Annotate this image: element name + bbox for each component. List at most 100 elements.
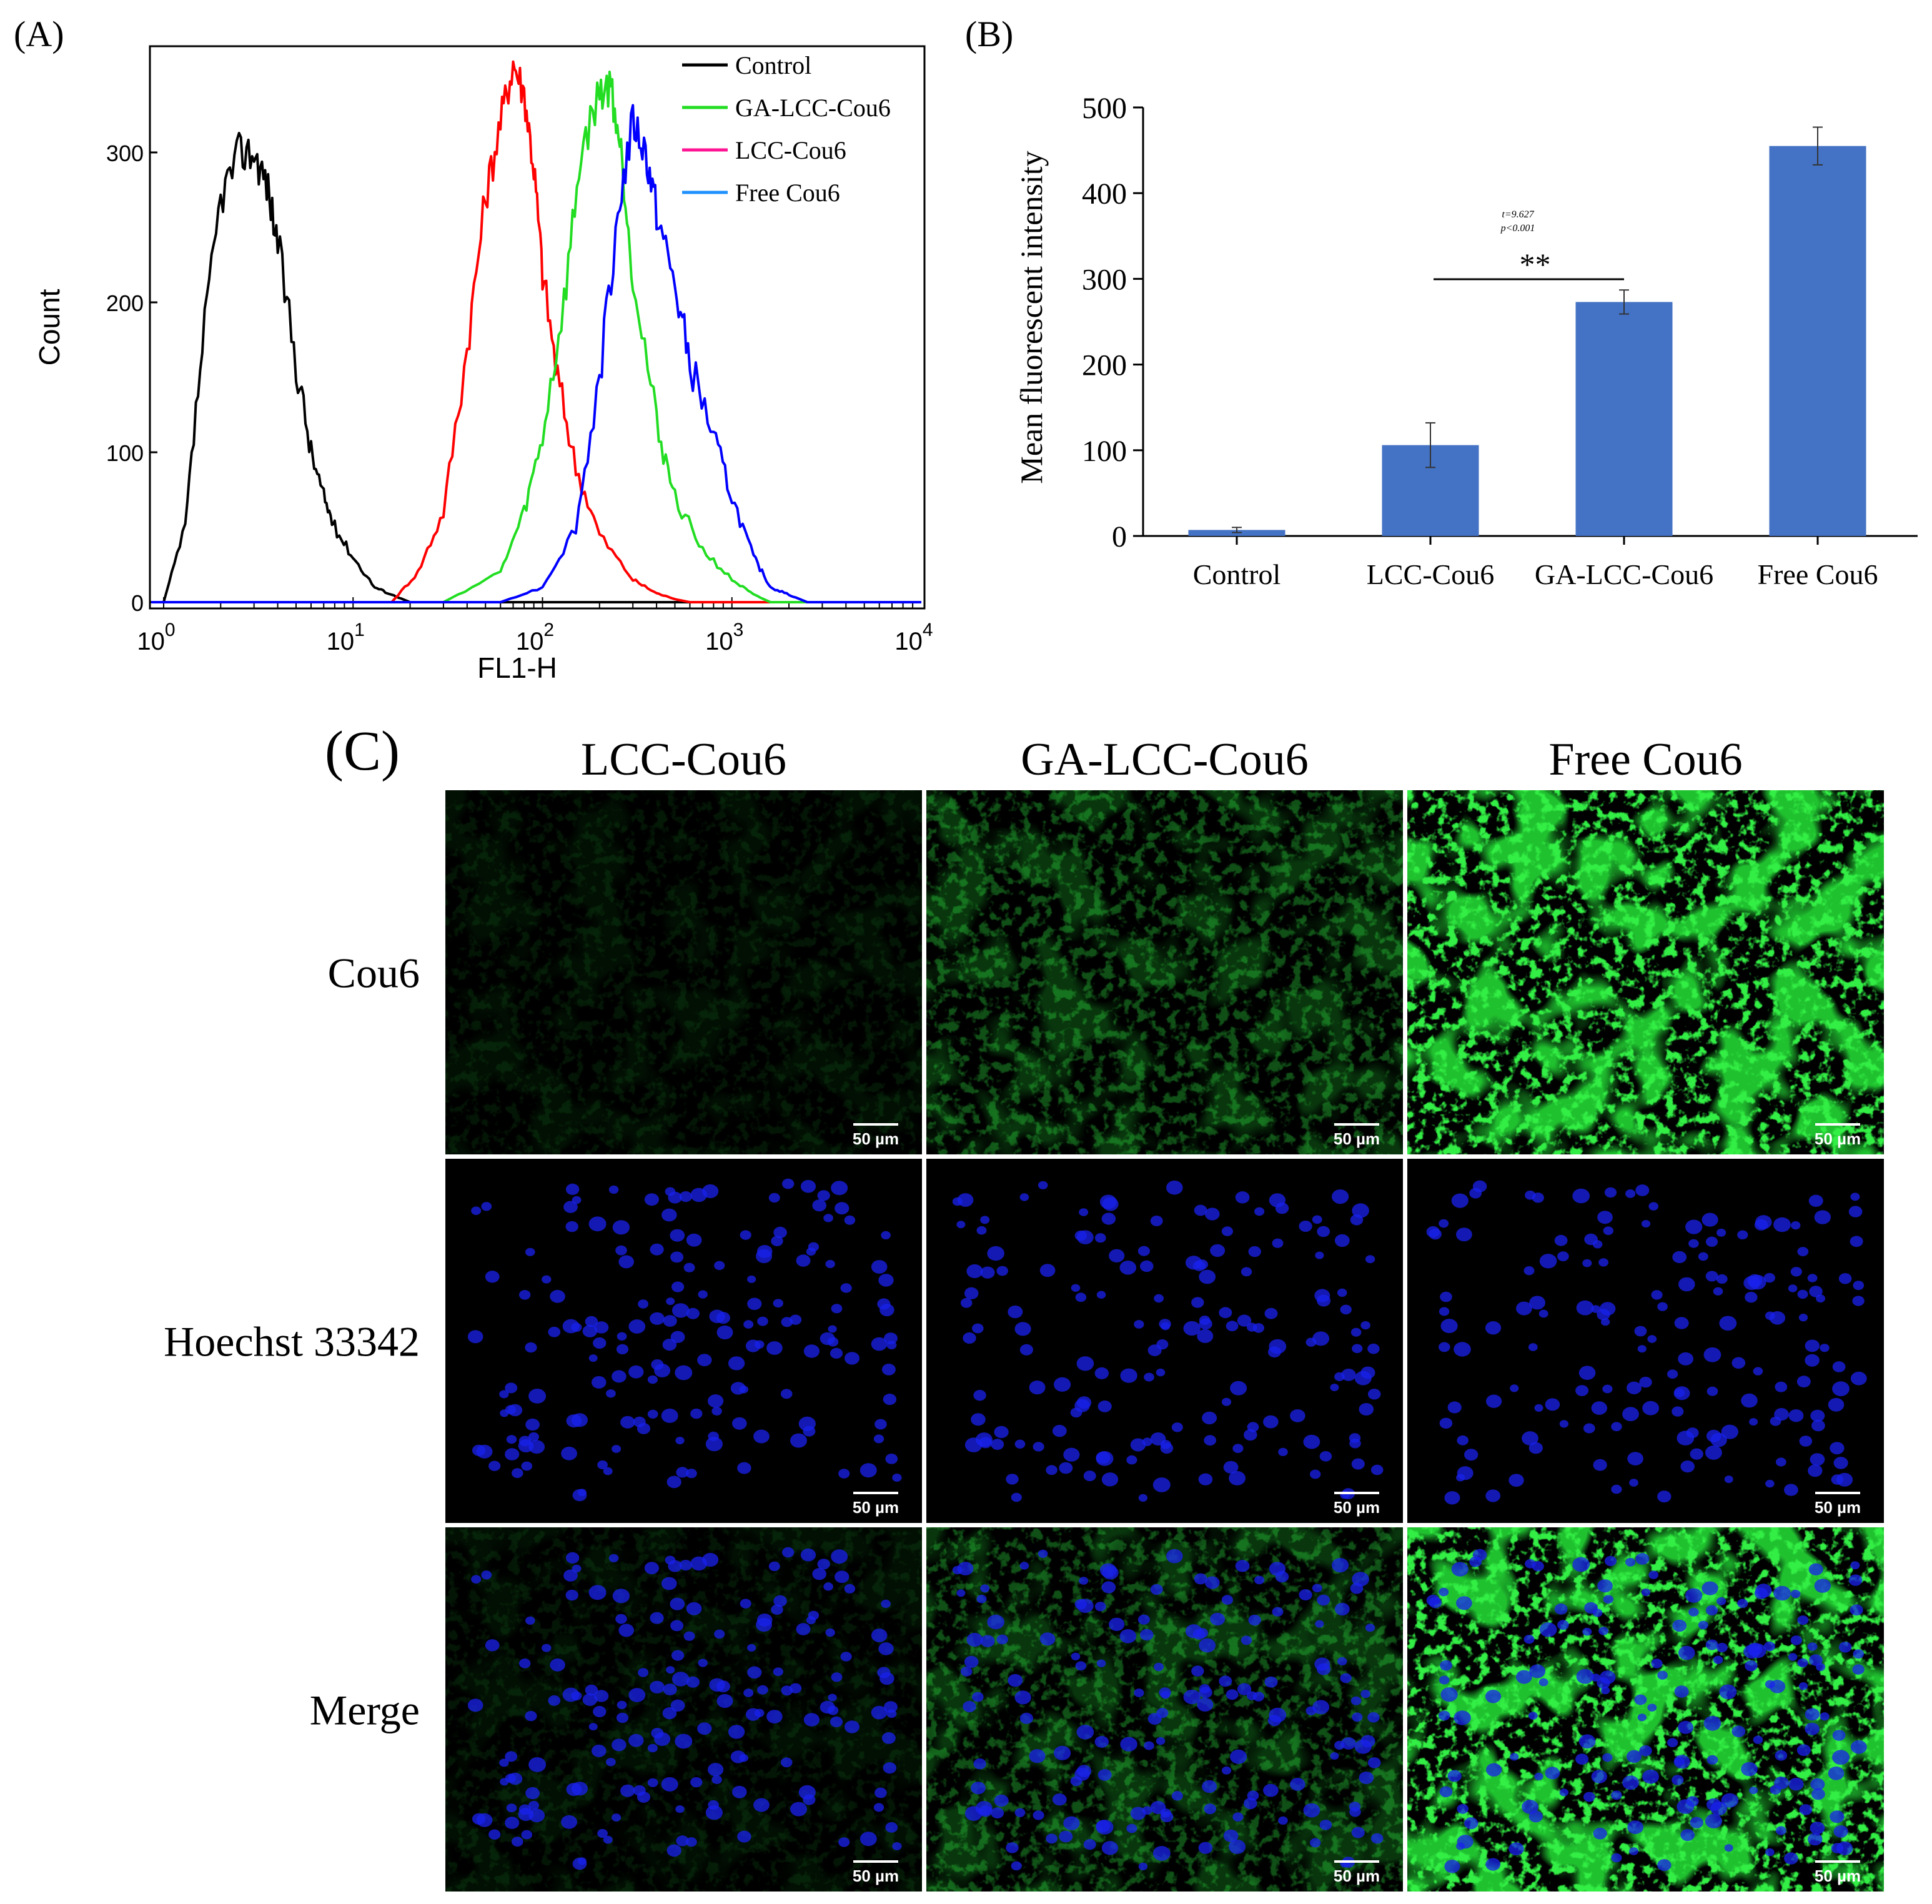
- panel-a-y-tick-label: 200: [106, 290, 144, 316]
- nucleus: [1737, 1230, 1748, 1240]
- scale-bar-label: 50 µm: [1815, 1498, 1861, 1517]
- nucleus: [1278, 1447, 1288, 1456]
- nucleus: [1019, 1344, 1033, 1356]
- nucleus: [817, 1190, 830, 1201]
- nucleus: [1583, 1792, 1595, 1802]
- nucleus: [975, 1801, 993, 1816]
- nucleus: [1686, 1427, 1699, 1439]
- nucleus: [1083, 1470, 1096, 1482]
- nucleus: [1367, 1757, 1381, 1768]
- nucleus: [1219, 1675, 1232, 1687]
- nucleus: [628, 1365, 644, 1379]
- nucleus: [1539, 1254, 1557, 1269]
- nucleus: [879, 1304, 894, 1317]
- nucleus: [800, 1179, 816, 1193]
- nucleus: [1152, 1477, 1171, 1492]
- nucleus: [878, 1642, 894, 1655]
- nucleus: [1690, 1448, 1703, 1460]
- nucleus: [521, 1461, 533, 1471]
- nucleus: [1745, 1292, 1758, 1303]
- nucleus: [823, 1582, 833, 1591]
- nucleus: [980, 1584, 990, 1593]
- scale-bar-label: 50 µm: [1334, 1498, 1380, 1517]
- panel-c-row-label: Merge: [310, 1687, 420, 1734]
- nucleus: [472, 1813, 486, 1825]
- nucleus: [838, 1837, 850, 1847]
- nucleus: [1634, 1694, 1647, 1705]
- nucleus: [1598, 1258, 1609, 1267]
- nucleus: [1156, 1368, 1166, 1377]
- nucleus: [825, 1259, 835, 1269]
- micrograph-1-2: 50 µm: [926, 790, 1403, 1154]
- nucleus: [980, 1216, 990, 1224]
- panel-b-y-tick-label: 300: [1082, 263, 1127, 296]
- nucleus: [651, 1359, 664, 1370]
- nucleus: [1334, 1234, 1350, 1247]
- nucleus: [1219, 1307, 1232, 1319]
- nucleus: [1688, 1607, 1699, 1617]
- nucleus: [1370, 1833, 1384, 1844]
- nucleus: [702, 1184, 719, 1199]
- nucleus: [1625, 1189, 1636, 1198]
- nucleus: [1232, 1444, 1244, 1453]
- nucleus: [830, 1347, 843, 1359]
- nucleus: [747, 1297, 762, 1311]
- nucleus: [1370, 1464, 1384, 1475]
- nucleus: [1367, 1389, 1381, 1400]
- panel-c-row-label: Cou6: [328, 950, 420, 997]
- nucleus: [690, 1408, 703, 1419]
- nucleus: [1641, 1220, 1651, 1227]
- panel-a-curves: [151, 60, 921, 603]
- nucleus: [644, 1562, 659, 1575]
- nucleus: [1678, 1645, 1695, 1660]
- nucleus: [881, 1364, 896, 1376]
- nucleus: [1171, 1791, 1183, 1801]
- panel-a-series-control: [151, 132, 921, 603]
- nucleus: [1534, 1772, 1543, 1780]
- nucleus: [1197, 1697, 1214, 1712]
- nucleus: [803, 1344, 820, 1358]
- nucleus: [1833, 1457, 1848, 1469]
- nucleus: [756, 1617, 772, 1632]
- nucleus: [1299, 1221, 1312, 1232]
- nucleus: [1014, 1322, 1031, 1336]
- nucleus: [1205, 1207, 1220, 1221]
- panel-a-x-tick-label: 104: [894, 620, 933, 655]
- panel-b-x-label: Free Cou6: [1758, 558, 1878, 590]
- nucleus: [1185, 1624, 1202, 1639]
- nucleus: [1731, 1725, 1746, 1738]
- green-signal-speckle: [1407, 1527, 1884, 1892]
- micrograph-3-1: 50 µm: [445, 1527, 922, 1892]
- nucleus: [1330, 1752, 1339, 1760]
- nucleus: [1637, 1345, 1647, 1353]
- nucleus: [1359, 1403, 1374, 1416]
- nucleus: [1197, 1329, 1214, 1343]
- nucleus: [845, 1352, 859, 1365]
- nucleus: [1743, 1644, 1760, 1659]
- micrograph-2-1: 50 µm: [445, 1159, 922, 1523]
- nucleus: [1651, 1659, 1663, 1668]
- nucleus: [1229, 1839, 1246, 1854]
- nucleus: [716, 1312, 730, 1324]
- nucleus: [884, 1701, 898, 1713]
- nucleus: [512, 1837, 523, 1847]
- nucleus: [1685, 1219, 1703, 1234]
- nucleus: [1678, 1720, 1694, 1734]
- nucleus: [803, 1794, 816, 1805]
- panel-b-y-ticks: 0 100 200 300 400 500: [1082, 92, 1143, 553]
- panel-b-tag: (B): [965, 14, 1013, 54]
- nucleus: [960, 1297, 973, 1308]
- nucleus: [1516, 1670, 1532, 1684]
- nucleus: [481, 1202, 492, 1211]
- nucleus: [1171, 1422, 1183, 1432]
- nucleus: [1199, 1687, 1212, 1698]
- nucleus: [670, 1620, 684, 1632]
- nucleus: [698, 1659, 708, 1667]
- panel-c-row-label: Hoechst 33342: [164, 1318, 420, 1366]
- nucleus: [686, 1837, 697, 1847]
- nucleus: [1572, 1557, 1590, 1572]
- nucleus: [563, 1569, 578, 1582]
- nucleus: [1315, 1620, 1324, 1628]
- nucleus: [1223, 1460, 1239, 1474]
- nucleus: [1076, 1396, 1092, 1409]
